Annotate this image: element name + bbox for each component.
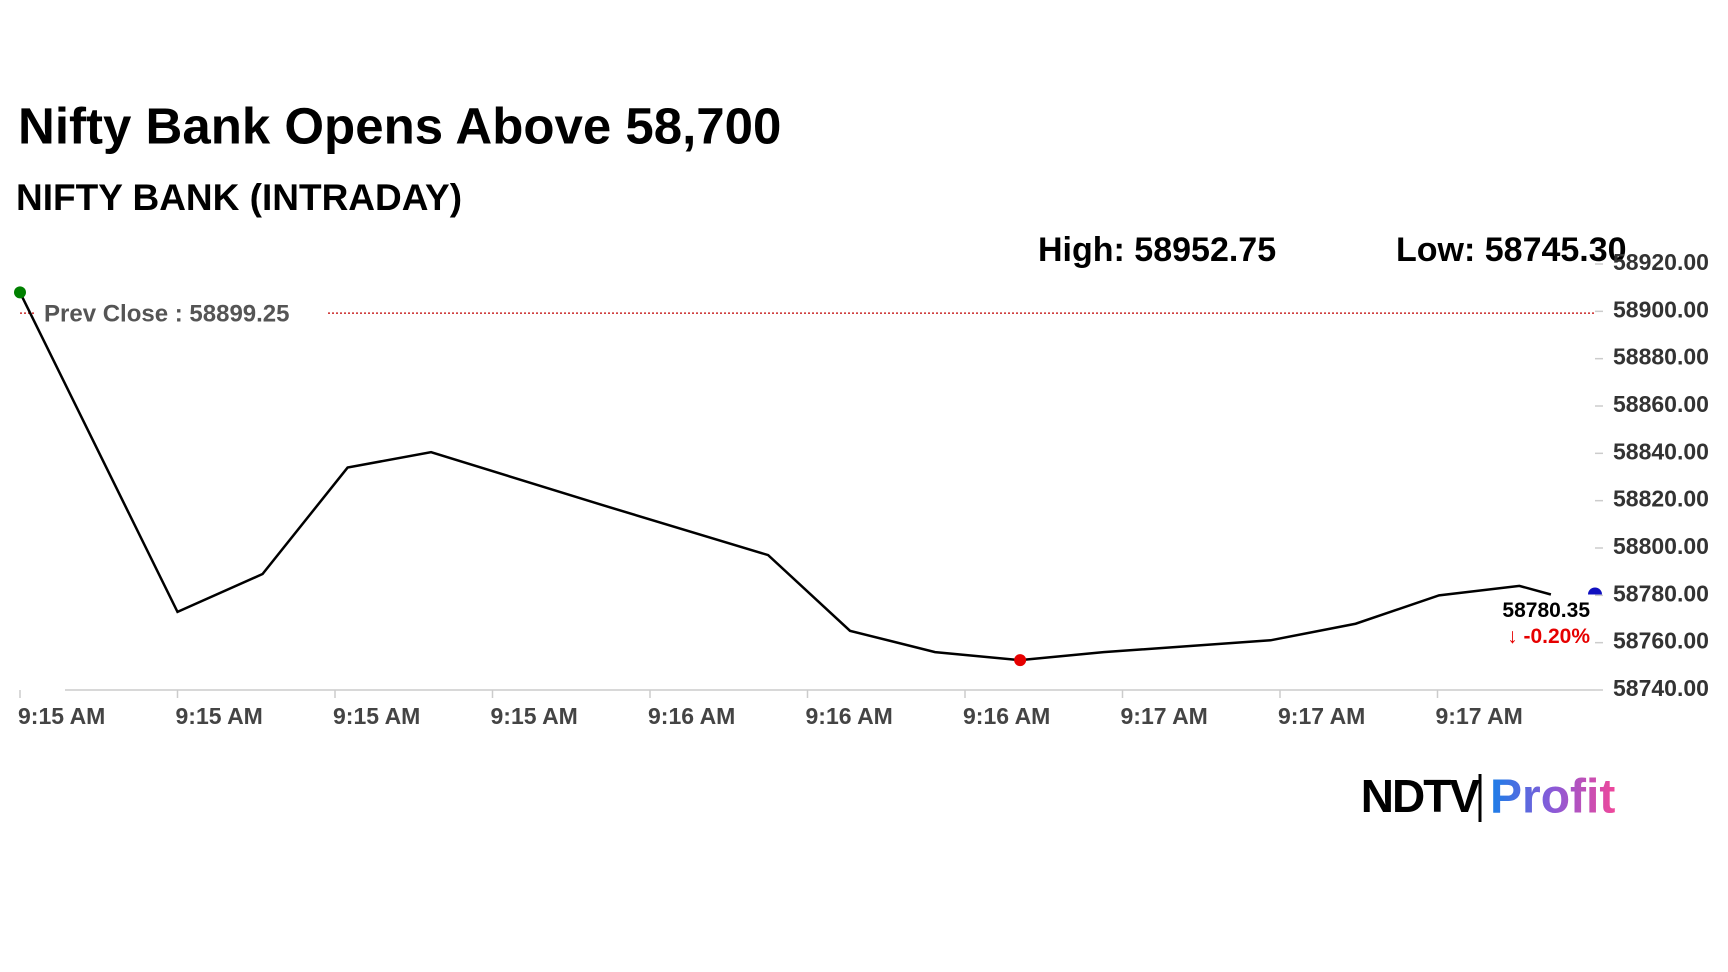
x-tick-label: 9:16 AM <box>648 703 735 729</box>
price-line <box>18 291 1552 662</box>
x-tick-label: 9:17 AM <box>1436 703 1523 729</box>
y-tick-label: 58740.00 <box>1613 675 1709 701</box>
y-tick-label: 58860.00 <box>1613 391 1709 417</box>
x-tick-label: 9:16 AM <box>963 703 1050 729</box>
logo-profit: Profit <box>1490 771 1615 824</box>
last-price-label: 58780.35 <box>1502 599 1590 622</box>
y-tick-label: 58780.00 <box>1613 580 1709 606</box>
x-tick-label: 9:17 AM <box>1278 703 1365 729</box>
y-tick-label: 58920.00 <box>1613 249 1709 275</box>
chart-subtitle: NIFTY BANK (INTRADAY) <box>16 177 462 218</box>
x-tick-label: 9:15 AM <box>18 703 105 729</box>
last-marker <box>1588 587 1602 595</box>
y-tick-label: 58840.00 <box>1613 438 1709 464</box>
low-marker <box>1014 654 1027 667</box>
y-tick-label: 58820.00 <box>1613 486 1709 512</box>
high-text: High: 58952.75 <box>1038 231 1276 269</box>
start-marker <box>14 286 26 299</box>
x-tick-label: 9:17 AM <box>1121 703 1208 729</box>
x-tick-label: 9:15 AM <box>333 703 420 729</box>
y-tick-label: 58900.00 <box>1613 296 1709 322</box>
chart-title: Nifty Bank Opens Above 58,700 <box>18 97 781 154</box>
change-label: ↓ -0.20% <box>1507 625 1590 648</box>
prev-close-label: Prev Close : 58899.25 <box>44 300 290 327</box>
logo-ndtv: NDTV <box>1361 770 1481 822</box>
y-tick-label: 58760.00 <box>1613 628 1709 654</box>
prev-close-bg <box>34 297 326 330</box>
y-tick-label: 58880.00 <box>1613 344 1709 370</box>
x-tick-label: 9:15 AM <box>176 703 263 729</box>
low-text: Low: 58745.30 <box>1396 231 1627 269</box>
x-tick-label: 9:15 AM <box>491 703 578 729</box>
y-tick-label: 58800.00 <box>1613 533 1709 559</box>
x-tick-label: 9:16 AM <box>806 703 893 729</box>
